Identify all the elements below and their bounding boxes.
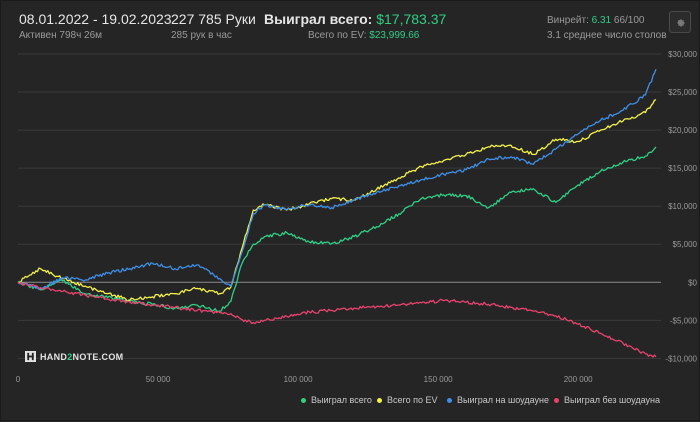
active-time: Активен 798ч 26м [19, 30, 103, 41]
series-line-0 [17, 146, 657, 312]
series-line-1 [17, 99, 657, 302]
x-tick-label: 0 [16, 375, 21, 384]
y-tick-label: -$10,000 [665, 354, 697, 363]
y-axis-ticks: $30,000 $25,000 $20,000 $15,000 $10,000 $5,00… [665, 50, 697, 363]
y-tick-label: $0 [688, 278, 697, 287]
ev-total: Всего по EV: $23,999.66 [308, 30, 419, 41]
series-line-3 [17, 281, 657, 358]
y-tick-label: $20,000 [668, 126, 697, 135]
legend-dot [447, 397, 452, 403]
y-tick-label: $15,000 [668, 164, 697, 173]
legend-dot [377, 397, 382, 403]
date-range: 08.01.2022 - 19.02.2023 [19, 11, 172, 27]
x-tick-label: 100 000 [284, 375, 313, 384]
legend-label: Выиграл на шоудауне [457, 395, 549, 405]
winrate-label: Винрейт: [547, 15, 589, 26]
hands-per-hour: 285 рук в час [171, 30, 232, 41]
y-tick-label: -$5,000 [670, 316, 698, 325]
won-total: Выиграл всего: $17,783.37 [264, 11, 446, 27]
hands-count: 227 785 Руки [171, 11, 256, 27]
y-tick-label: $5,000 [673, 240, 698, 249]
winrate: Винрейт: 6.31 66/100 [547, 15, 644, 26]
gear-icon [677, 19, 685, 27]
winrate-unit: 66/100 [613, 15, 645, 26]
hand2note-logo: HAND2NOTE.COM [25, 351, 123, 362]
legend-item-won-total[interactable]: Выиграл всего [301, 395, 372, 405]
legend-dot [554, 397, 559, 403]
stats-header: 08.01.2022 - 19.02.2023 Активен 798ч 26м… [1, 1, 700, 49]
grid-lines [18, 53, 661, 359]
won-total-label: Выиграл всего: [264, 11, 373, 27]
avg-tables: 3.1 среднее число столов [547, 30, 667, 41]
ev-total-value: $23,999.66 [369, 30, 420, 41]
x-axis-ticks: 0 50 000 100 000 150 000 200 000 [16, 375, 593, 384]
logo-text: HAND2NOTE.COM [40, 351, 124, 362]
ev-total-label: Всего по EV: [308, 30, 367, 41]
legend-item-ev[interactable]: Всего по EV [377, 395, 437, 405]
legend-label: Всего по EV [387, 395, 438, 405]
series-lines [17, 68, 657, 358]
legend-item-showdown[interactable]: Выиграл на шоудауне [447, 395, 549, 405]
y-tick-label: $25,000 [668, 88, 697, 97]
legend-item-non-showdown[interactable]: Выиграл без шоудауна [554, 395, 660, 405]
legend-dot [301, 397, 306, 403]
series-line-2 [17, 68, 657, 291]
x-tick-label: 150 000 [424, 375, 453, 384]
won-total-value: $17,783.37 [376, 11, 447, 27]
winrate-value: 6.31 [591, 15, 612, 26]
y-tick-label: $30,000 [668, 50, 697, 59]
legend-label: Выиграл без шоудауна [564, 395, 660, 405]
x-tick-label: 200 000 [564, 375, 593, 384]
settings-button[interactable] [669, 11, 691, 33]
chart-legend: Выиграл всего Всего по EV Выиграл на шоу… [1, 395, 700, 411]
legend-label: Выиграл всего [311, 395, 372, 405]
x-tick-label: 50 000 [146, 375, 171, 384]
y-tick-label: $10,000 [668, 202, 697, 211]
hand2note-logo-icon [25, 351, 36, 362]
